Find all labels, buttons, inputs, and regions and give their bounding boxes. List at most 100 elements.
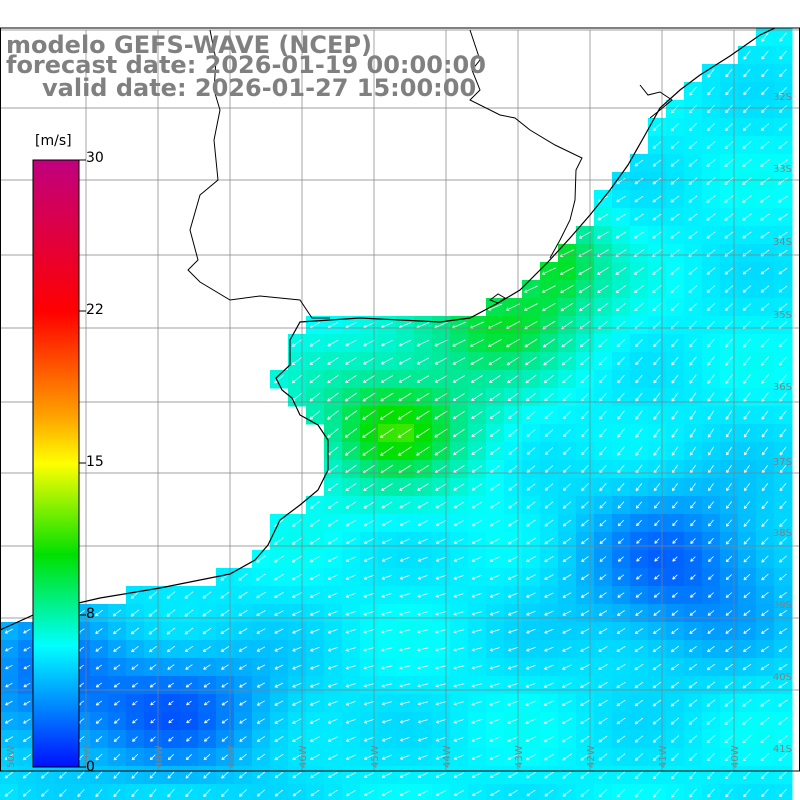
wind-arrow <box>239 771 247 779</box>
wind-arrow <box>167 664 175 670</box>
wind-arrow <box>580 374 590 384</box>
wind-arrow <box>344 410 358 420</box>
wind-arrow <box>291 339 303 347</box>
wind-arrow <box>5 682 13 688</box>
wind-arrow <box>526 447 536 455</box>
colorbar-tick-label: 22 <box>86 302 104 318</box>
wind-arrow <box>688 699 698 707</box>
wind-arrow <box>615 267 627 275</box>
wind-arrow <box>634 753 644 761</box>
wind-arrow <box>562 610 572 616</box>
wind-arrow <box>525 718 537 724</box>
wind-arrow <box>560 302 574 312</box>
wind-arrow <box>381 538 392 544</box>
wind-arrow <box>453 772 465 778</box>
wind-arrow <box>507 556 519 562</box>
field-cell <box>162 784 181 800</box>
wind-arrow <box>435 629 447 634</box>
wind-arrow <box>435 683 447 688</box>
wind-arrow <box>309 682 320 688</box>
wind-arrow <box>633 231 644 239</box>
wind-arrow <box>724 663 734 671</box>
axis-labels: 32S 33S 34S 35S 36S 37S 38S 39S 40S 41S 50W 49W 48W 4… <box>6 92 792 768</box>
wind-arrow <box>689 356 697 366</box>
wind-arrow <box>742 213 752 221</box>
wind-arrow <box>309 392 321 402</box>
wind-arrow <box>654 574 660 580</box>
field-cell <box>630 784 649 800</box>
wind-arrow <box>399 772 411 778</box>
wind-arrow <box>345 574 357 580</box>
wind-arrow <box>778 338 788 348</box>
wind-arrow <box>544 592 554 598</box>
wind-arrow <box>707 446 715 456</box>
wind-arrow <box>778 646 788 652</box>
wind-arrow <box>471 483 483 491</box>
wind-arrow <box>95 646 103 652</box>
wind-arrow <box>598 338 608 348</box>
wind-arrow <box>488 356 502 366</box>
wind-arrow <box>779 410 787 420</box>
wind-arrow <box>689 410 697 420</box>
wind-arrow <box>363 683 375 688</box>
wind-arrow <box>399 665 411 670</box>
wind-arrow <box>309 718 320 724</box>
wind-arrow <box>452 375 466 383</box>
wind-arrow <box>616 735 626 743</box>
wind-arrow <box>95 736 103 743</box>
wind-arrow <box>471 574 483 580</box>
wind-arrow <box>256 664 266 670</box>
wind-arrow <box>327 718 338 724</box>
wind-arrow <box>471 647 483 652</box>
wind-arrow <box>760 663 770 671</box>
wind-arrow <box>616 338 626 348</box>
wind-arrow <box>220 609 230 617</box>
wind-arrow <box>256 789 265 797</box>
wind-arrow <box>150 718 156 724</box>
wind-arrow <box>580 410 589 420</box>
wind-arrow <box>743 592 751 598</box>
wind-arrow <box>670 735 680 743</box>
wind-arrow <box>725 356 733 366</box>
wind-arrow <box>5 700 13 706</box>
wind-arrow <box>453 574 465 580</box>
wind-arrow <box>344 392 358 402</box>
longitude-label: 42W <box>586 745 597 768</box>
wind-arrow <box>291 592 302 598</box>
wind-arrow <box>760 285 770 293</box>
wind-arrow <box>562 555 572 563</box>
wind-arrow <box>471 718 483 724</box>
wind-arrow <box>779 392 787 402</box>
wind-arrow <box>779 573 787 581</box>
wind-arrow <box>760 177 770 185</box>
wind-arrow <box>743 464 751 474</box>
field-cell <box>594 784 613 800</box>
wind-arrow <box>363 519 375 527</box>
wind-arrow <box>561 682 572 688</box>
wind-arrow <box>362 410 376 420</box>
wind-arrow <box>689 592 696 598</box>
wind-arrow <box>381 701 393 706</box>
wind-arrow <box>490 790 500 796</box>
wind-arrow <box>453 665 465 670</box>
wind-arrow <box>309 410 321 420</box>
wind-arrow <box>688 195 698 203</box>
wind-arrow <box>742 681 752 689</box>
wind-arrow <box>760 213 770 221</box>
wind-arrow <box>778 231 788 239</box>
wind-arrow <box>725 410 733 420</box>
latitude-label: 35S <box>773 310 792 321</box>
wind-arrow <box>598 717 608 725</box>
wind-arrow <box>672 519 678 527</box>
wind-arrow <box>22 753 32 761</box>
wind-arrow <box>724 752 734 762</box>
wind-arrow <box>416 428 430 438</box>
wind-arrow <box>635 428 643 438</box>
wind-arrow <box>615 302 626 312</box>
wind-arrow <box>507 736 519 742</box>
wind-arrow <box>742 267 752 275</box>
wind-arrow <box>615 213 626 221</box>
field-cell <box>90 784 109 800</box>
wind-arrow <box>256 736 266 742</box>
wind-arrow <box>113 718 120 724</box>
